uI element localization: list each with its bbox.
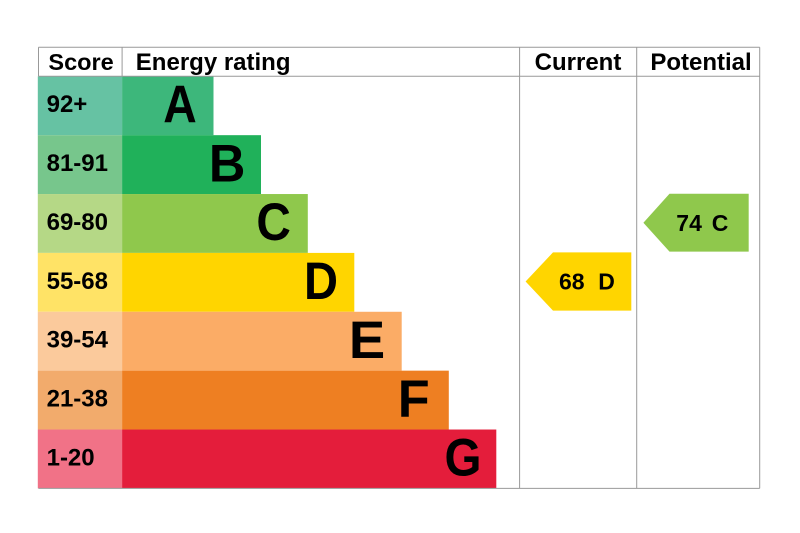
svg-text:A: A — [163, 75, 197, 134]
svg-text:92+: 92+ — [47, 91, 88, 118]
svg-text:1-20: 1-20 — [47, 445, 95, 472]
svg-text:Score: Score — [48, 49, 113, 75]
svg-text:Energy rating: Energy rating — [136, 49, 291, 76]
svg-text:69-80: 69-80 — [47, 209, 108, 236]
svg-text:Current: Current — [535, 49, 622, 76]
svg-text:C: C — [256, 193, 291, 252]
svg-text:Potential: Potential — [650, 49, 751, 76]
svg-text:C: C — [712, 210, 729, 236]
svg-text:F: F — [398, 370, 430, 429]
svg-text:D: D — [598, 269, 615, 295]
svg-text:55-68: 55-68 — [47, 268, 108, 295]
svg-text:E: E — [349, 311, 385, 370]
svg-text:D: D — [304, 252, 338, 311]
svg-text:74: 74 — [676, 210, 702, 236]
svg-text:G: G — [445, 429, 482, 488]
svg-text:39-54: 39-54 — [47, 327, 109, 354]
svg-text:68: 68 — [559, 269, 585, 295]
svg-text:21-38: 21-38 — [47, 386, 108, 413]
svg-text:B: B — [209, 134, 246, 193]
svg-text:81-91: 81-91 — [47, 150, 108, 177]
